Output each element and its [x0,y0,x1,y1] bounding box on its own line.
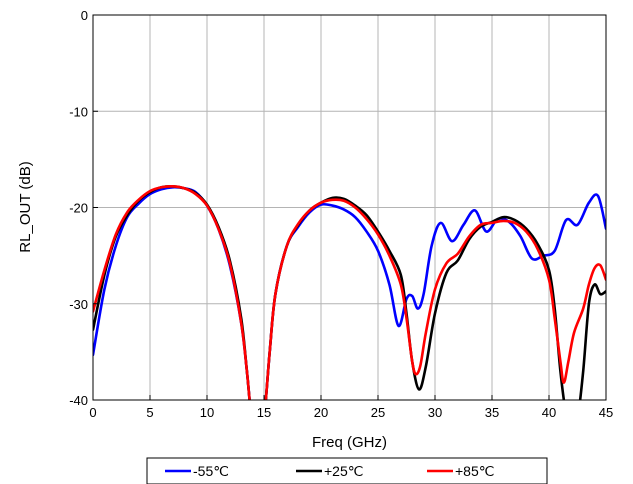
legend-entry: +25℃ [324,463,363,479]
x-tick-label: 20 [314,405,328,420]
x-tick-label: 30 [428,405,442,420]
y-tick-label: -40 [69,393,88,408]
series-line-2 [93,184,606,400]
y-axis-label: RL_OUT (dB) [17,161,34,252]
x-tick-label: 10 [200,405,214,420]
y-tick-label: -30 [69,297,88,312]
series-line-0 [93,185,606,400]
x-tick-label: 40 [542,405,556,420]
x-tick-label: 35 [485,405,499,420]
y-tick-label: -10 [69,104,88,119]
x-axis-ticks: 0 5 10 15 20 25 30 35 40 45 [89,395,613,420]
legend: -55℃ +25℃ +85℃ [146,457,548,484]
x-axis-label: Freq (GHz) [312,434,387,451]
legend-box [146,457,548,484]
y-tick-label: -20 [69,201,88,216]
x-tick-label: 15 [257,405,271,420]
x-tick-label: 45 [599,405,613,420]
legend-entry: -55℃ [193,463,229,479]
y-tick-label: 0 [81,8,88,23]
series-layer [93,184,606,400]
x-tick-label: 25 [371,405,385,420]
x-tick-label: 0 [89,405,96,420]
legend-entry: +85℃ [455,463,494,479]
series-line-1 [93,184,606,400]
x-tick-label: 5 [146,405,153,420]
y-axis-ticks: 0 -10 -20 -30 -40 [69,8,98,408]
grid-lines [93,15,606,400]
